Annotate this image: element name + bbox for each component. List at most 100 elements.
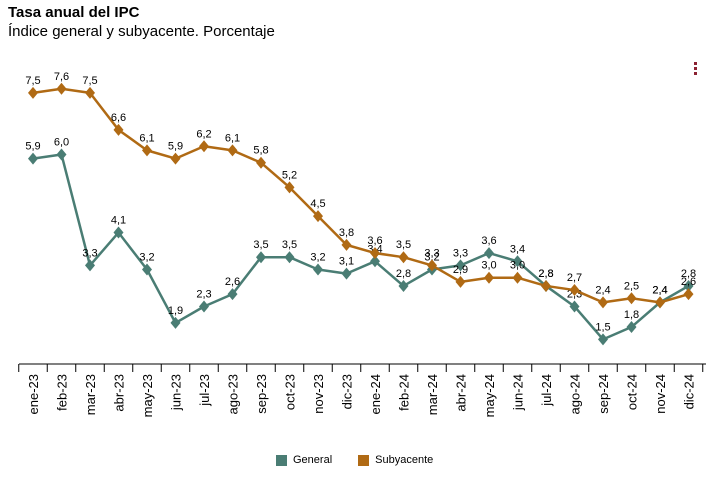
data-label-general: 3,2 [310,252,325,264]
data-label-subyacente: 2,9 [453,264,468,276]
data-point-general [341,267,352,280]
data-point-general [56,148,67,161]
data-point-subyacente [569,284,580,297]
legend-swatch-general [276,454,287,466]
x-tick-label: dic-24 [682,374,697,409]
data-point-subyacente [398,251,409,264]
x-tick-label: ago-24 [568,374,583,414]
data-label-subyacente: 6,1 [225,132,240,144]
data-label-subyacente: 5,2 [282,169,297,181]
data-label-general: 5,9 [25,141,40,153]
data-point-general [683,279,694,292]
data-label-subyacente: 5,8 [253,145,268,157]
x-tick-label: sep-23 [254,374,269,414]
data-point-subyacente [313,210,323,223]
data-point-subyacente [142,144,152,157]
data-label-subyacente: 2,7 [567,272,582,284]
data-label-subyacente: 4,5 [310,198,325,210]
data-point-general [113,226,124,239]
data-point-general [626,321,637,334]
data-label-subyacente: 2,5 [624,280,639,292]
x-tick-label: jul-23 [197,374,212,407]
chart-menu-icon[interactable] [694,62,698,76]
data-point-general [398,279,409,292]
data-label-general: 1,9 [168,305,183,317]
data-point-subyacente [341,238,352,251]
legend-label-subyacente: Subyacente [375,454,434,466]
x-tick-label: feb-23 [55,374,70,411]
data-point-subyacente [170,152,181,165]
legend-swatch-subyacente [358,454,370,466]
data-point-subyacente [284,181,295,194]
data-point-subyacente [85,86,95,99]
data-point-subyacente [626,292,637,305]
data-point-general [199,300,209,313]
x-tick-label: jul-24 [539,374,554,407]
data-point-general [313,263,323,276]
data-label-general: 2,8 [396,268,411,280]
x-tick-label: abr-24 [454,374,469,412]
data-point-general [569,300,580,313]
x-tick-label: dic-23 [340,374,355,409]
data-label-subyacente: 3,5 [396,239,411,251]
data-label-general: 3,1 [339,256,354,268]
x-tick-label: may-23 [140,374,155,417]
data-point-general [284,251,295,264]
x-tick-label: nov-23 [311,374,326,414]
data-point-general [256,251,266,264]
legend-label-general: General [293,454,333,466]
data-point-subyacente [541,279,551,292]
x-tick-label: ene-24 [368,374,383,414]
data-label-general: 1,5 [595,321,610,333]
data-point-subyacente [28,86,38,99]
legend-item-subyacente[interactable]: Subyacente [358,454,433,466]
data-label-general: 3,4 [510,243,525,255]
data-point-general [455,259,466,272]
data-point-subyacente [683,288,694,301]
data-point-subyacente [113,123,124,136]
data-point-subyacente [655,296,665,309]
data-label-general: 2,3 [196,288,211,300]
data-label-general: 6,0 [54,136,69,148]
x-tick-label: ene-23 [26,374,41,414]
x-tick-label: mar-24 [425,374,440,415]
data-label-general: 2,4 [652,284,667,296]
data-label-subyacente: 3,0 [510,260,525,272]
data-point-general [598,333,608,346]
data-label-general: 4,1 [111,215,126,227]
data-label-general: 3,5 [253,239,268,251]
data-label-general: 2,8 [538,268,553,280]
data-label-general: 3,3 [82,247,97,259]
data-point-subyacente [227,144,238,157]
x-tick-label: ago-23 [226,374,241,414]
data-label-general: 2,6 [225,276,240,288]
data-point-general [28,152,38,165]
x-tick-label: jun-23 [169,374,184,411]
data-point-subyacente [199,140,209,153]
legend: General Subyacente [276,454,433,466]
data-point-general [85,259,95,272]
chart-subtitle: Índice general y subyacente. Porcentaje [8,23,275,40]
data-point-general [512,255,523,268]
x-tick-label: oct-23 [283,374,298,410]
data-label-subyacente: 6,2 [196,128,211,140]
data-label-general: 1,8 [624,309,639,321]
data-label-subyacente: 3,8 [339,227,354,239]
x-tick-label: jun-24 [511,374,526,411]
data-label-general: 2,8 [681,268,696,280]
data-label-general: 3,6 [481,235,496,247]
data-label-subyacente: 3,0 [481,260,496,272]
chart-title: Tasa anual del IPC [8,4,140,21]
data-label-subyacente: 7,5 [25,75,40,87]
data-point-general [370,255,380,268]
x-tick-label: sep-24 [596,374,611,414]
data-label-subyacente: 3,6 [367,235,382,247]
data-point-general [142,263,152,276]
series-line-general [32,153,690,341]
data-point-subyacente [56,82,67,95]
x-tick-label: oct-24 [625,374,640,410]
legend-item-general[interactable]: General [276,454,332,466]
x-tick-label: nov-24 [653,374,668,414]
data-point-subyacente [370,247,380,260]
